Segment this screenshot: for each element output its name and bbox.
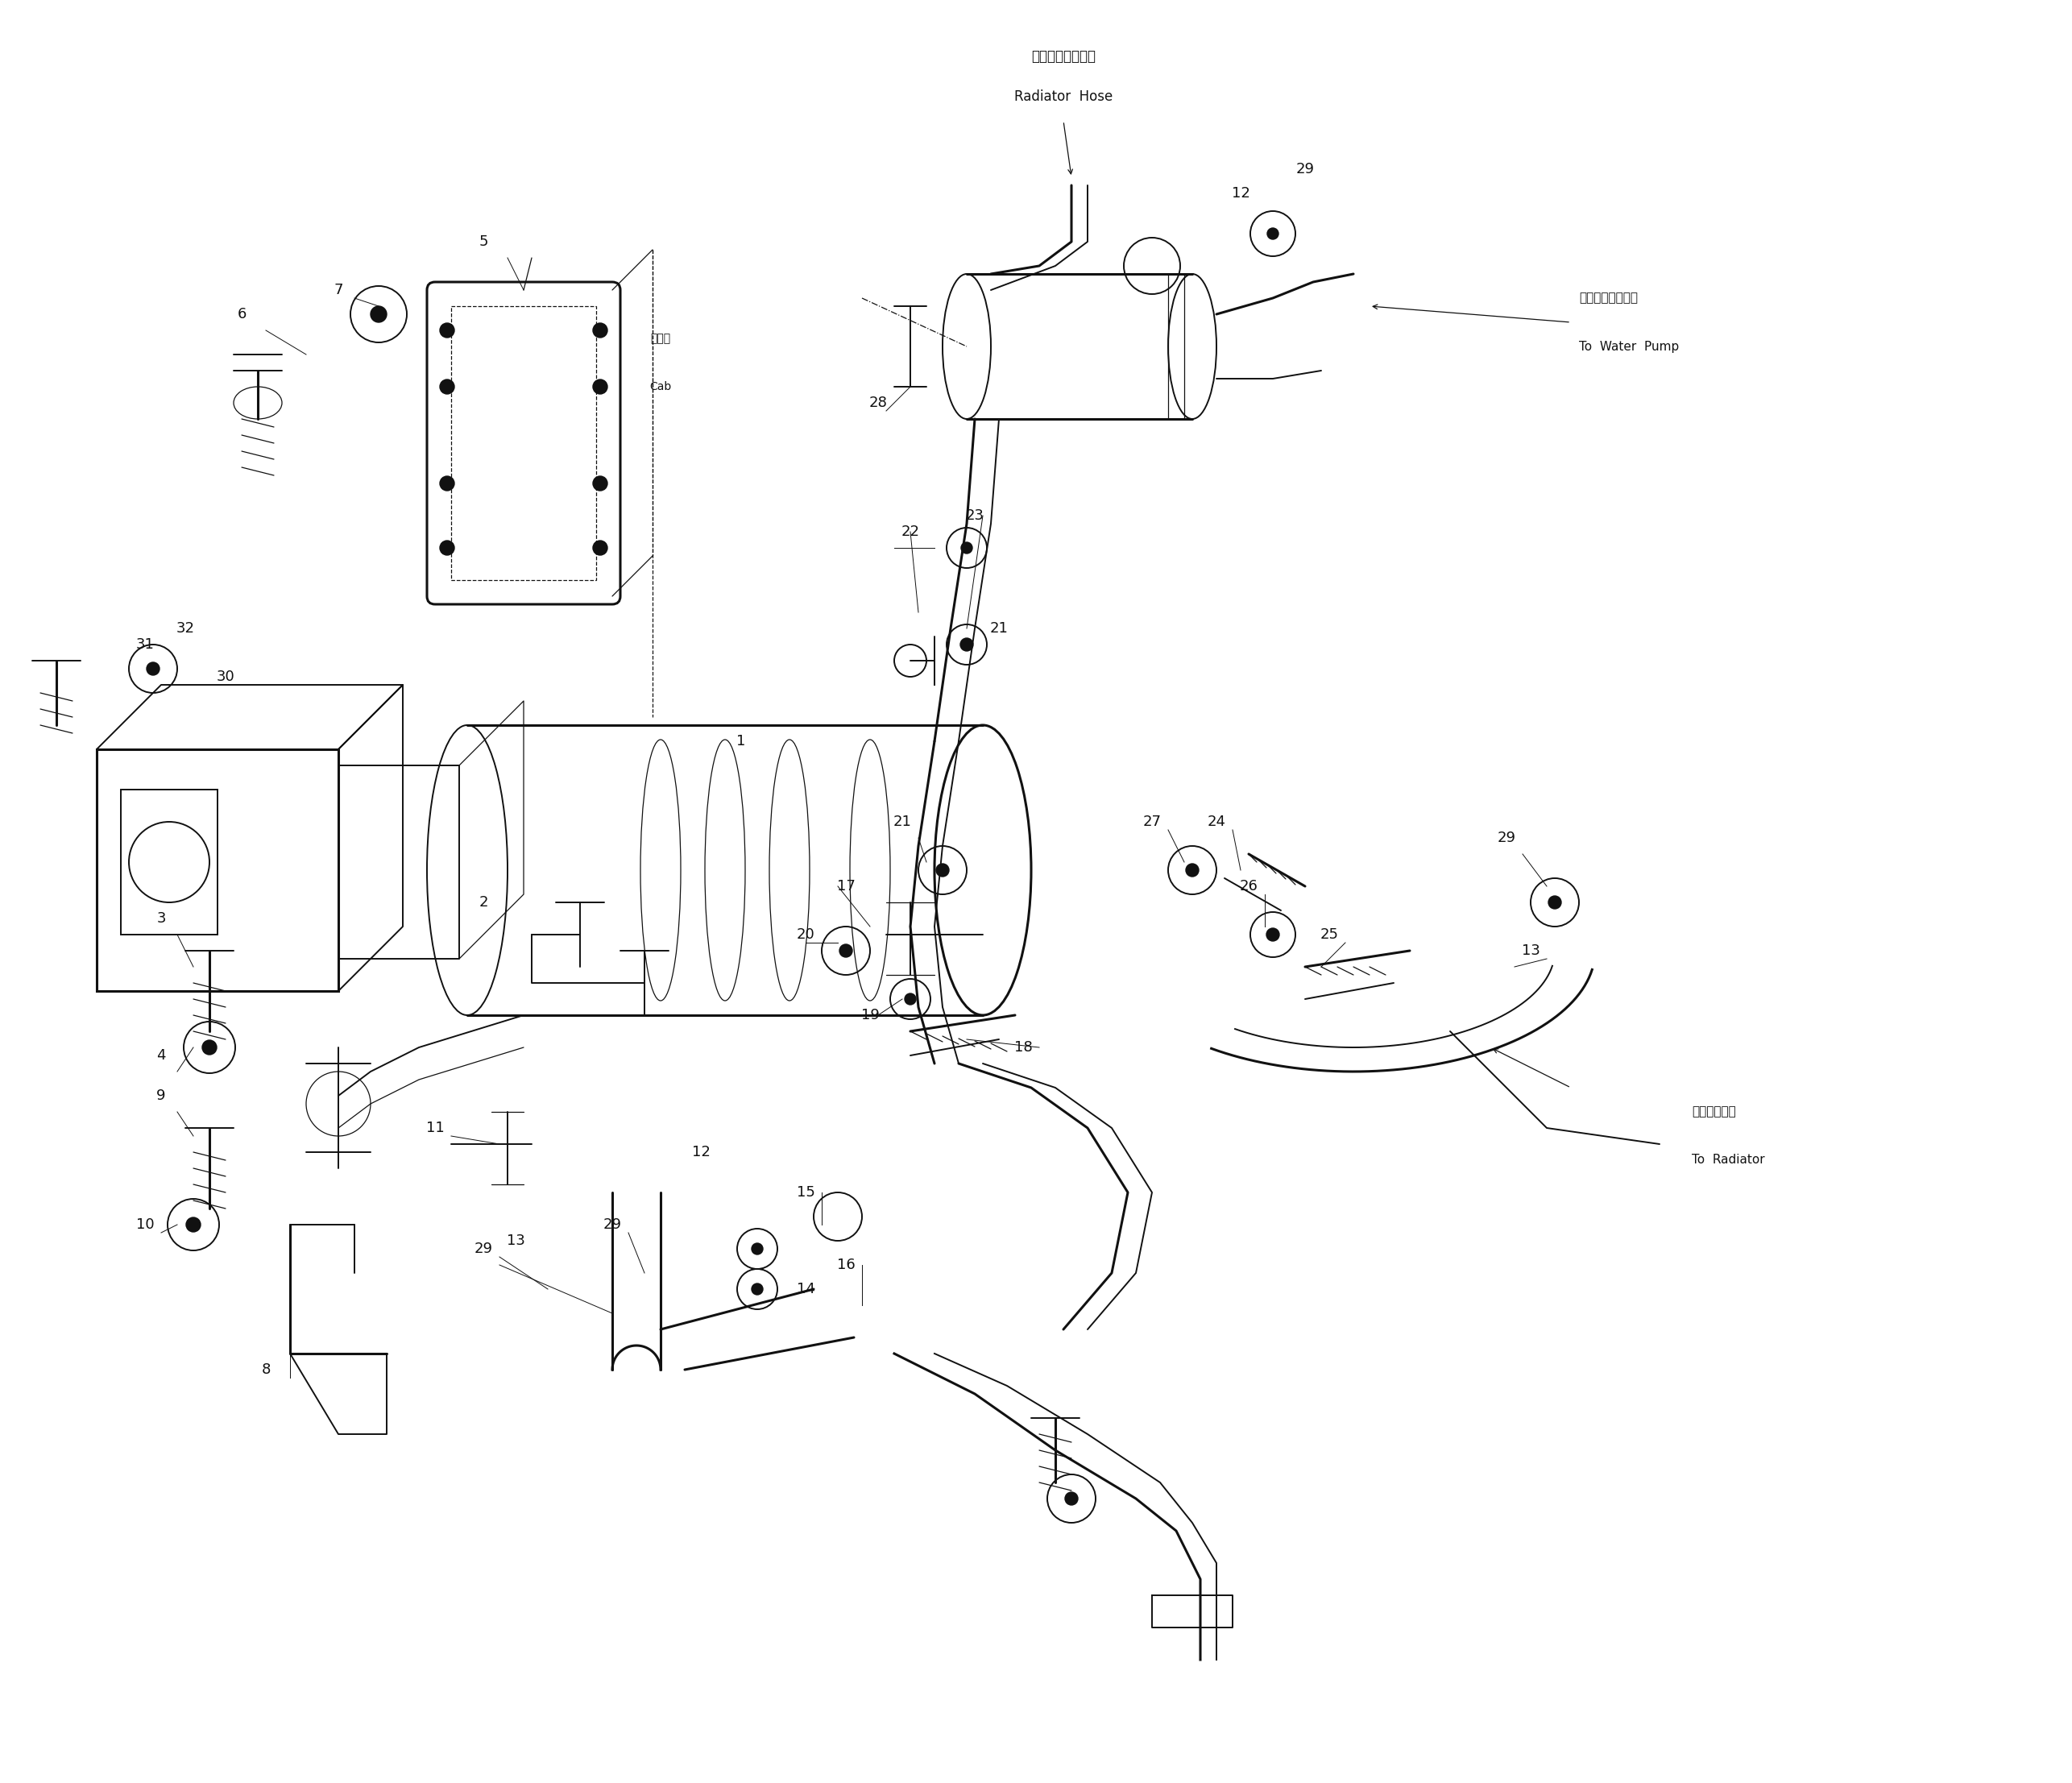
Text: 7: 7 <box>334 283 344 298</box>
Text: 29: 29 <box>474 1241 493 1255</box>
Text: Cab: Cab <box>651 382 671 392</box>
Text: 14: 14 <box>796 1282 814 1296</box>
Text: ウォータポンプへ: ウォータポンプへ <box>1579 292 1637 305</box>
Circle shape <box>752 1284 762 1294</box>
Circle shape <box>1065 1492 1077 1505</box>
Circle shape <box>937 863 949 877</box>
Text: 12: 12 <box>1231 185 1249 201</box>
Text: 21: 21 <box>990 620 1009 637</box>
Text: 29: 29 <box>1498 831 1517 845</box>
Text: 23: 23 <box>966 508 984 522</box>
Circle shape <box>1548 895 1560 909</box>
Circle shape <box>839 945 852 957</box>
Text: 10: 10 <box>137 1218 153 1232</box>
Circle shape <box>439 476 454 490</box>
Text: 11: 11 <box>427 1122 443 1136</box>
Text: 15: 15 <box>796 1186 814 1200</box>
Circle shape <box>593 323 607 337</box>
Text: 24: 24 <box>1208 815 1227 829</box>
Text: 3: 3 <box>157 911 166 925</box>
Text: To  Radiator: To Radiator <box>1691 1154 1765 1166</box>
Circle shape <box>593 380 607 394</box>
Text: 2: 2 <box>479 895 489 909</box>
Text: キャブ: キャブ <box>651 333 671 344</box>
Text: 32: 32 <box>176 620 195 637</box>
Circle shape <box>593 540 607 555</box>
Text: 6: 6 <box>236 307 247 321</box>
Circle shape <box>959 638 974 651</box>
Circle shape <box>439 323 454 337</box>
Text: 21: 21 <box>893 815 912 829</box>
Circle shape <box>439 540 454 555</box>
Text: 18: 18 <box>1013 1039 1032 1056</box>
Text: 1: 1 <box>736 735 746 749</box>
Circle shape <box>961 542 972 553</box>
Bar <box>452 307 597 579</box>
Circle shape <box>905 993 916 1004</box>
Bar <box>120 790 218 934</box>
Text: 17: 17 <box>837 879 856 893</box>
Text: 20: 20 <box>796 927 814 941</box>
Circle shape <box>147 661 160 676</box>
Text: 13: 13 <box>506 1234 524 1248</box>
Text: ラジエータホース: ラジエータホース <box>1032 50 1096 64</box>
Circle shape <box>1185 863 1200 877</box>
Text: 31: 31 <box>137 637 153 653</box>
Circle shape <box>371 307 387 323</box>
Text: ラジエータへ: ラジエータへ <box>1691 1105 1736 1118</box>
Text: 30: 30 <box>215 670 234 685</box>
Text: 22: 22 <box>901 524 920 538</box>
Text: 29: 29 <box>603 1218 622 1232</box>
Text: To  Water  Pump: To Water Pump <box>1579 341 1678 353</box>
Text: 26: 26 <box>1239 879 1258 893</box>
Circle shape <box>1266 929 1278 941</box>
Circle shape <box>752 1243 762 1255</box>
Circle shape <box>186 1218 201 1232</box>
Circle shape <box>593 476 607 490</box>
Circle shape <box>439 380 454 394</box>
Text: 27: 27 <box>1144 815 1160 829</box>
Text: 9: 9 <box>157 1088 166 1104</box>
Text: 28: 28 <box>868 396 887 410</box>
Text: 8: 8 <box>261 1362 271 1376</box>
Text: 29: 29 <box>1295 162 1314 177</box>
Text: 5: 5 <box>479 234 489 250</box>
Text: 12: 12 <box>692 1145 711 1159</box>
Text: 16: 16 <box>837 1257 856 1273</box>
Text: 4: 4 <box>157 1048 166 1063</box>
Circle shape <box>203 1039 218 1056</box>
Bar <box>97 749 338 991</box>
Circle shape <box>1268 228 1278 239</box>
Text: 13: 13 <box>1521 943 1539 957</box>
Text: 19: 19 <box>860 1007 879 1022</box>
Text: 25: 25 <box>1320 927 1339 941</box>
Text: Radiator  Hose: Radiator Hose <box>1013 89 1113 103</box>
